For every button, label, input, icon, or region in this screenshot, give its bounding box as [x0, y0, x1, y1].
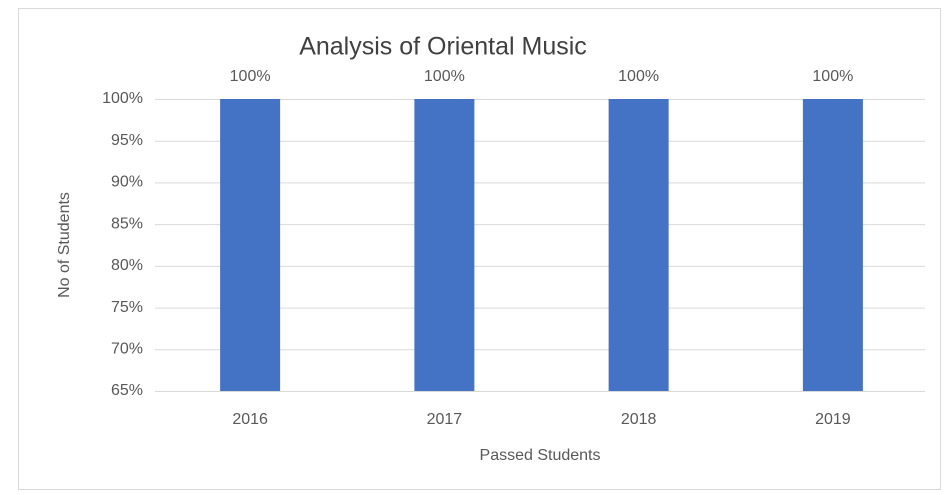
bar	[608, 99, 669, 391]
x-tick-label: 2016	[232, 411, 268, 428]
chart-title: Analysis of Oriental Music	[299, 33, 587, 61]
data-label: 100%	[812, 68, 853, 85]
x-axis-label: Passed Students	[480, 447, 601, 464]
x-tick-label: 2019	[815, 411, 851, 428]
y-tick-label: 90%	[111, 174, 143, 191]
y-tick-label: 85%	[111, 215, 143, 232]
chart-frame	[18, 8, 941, 490]
bar	[414, 99, 475, 391]
x-tick-label: 2018	[621, 411, 657, 428]
y-tick-label: 65%	[111, 382, 143, 399]
y-tick-label: 95%	[111, 132, 143, 149]
y-tick-label: 100%	[102, 90, 143, 107]
y-tick-label: 75%	[111, 299, 143, 316]
bar	[220, 99, 281, 391]
data-label: 100%	[230, 68, 271, 85]
x-tick-label: 2017	[427, 411, 463, 428]
bar	[802, 99, 863, 391]
y-tick-label: 80%	[111, 257, 143, 274]
y-axis-label: No of Students	[56, 192, 73, 298]
data-label: 100%	[618, 68, 659, 85]
y-tick-label: 70%	[111, 341, 143, 358]
data-label: 100%	[424, 68, 465, 85]
